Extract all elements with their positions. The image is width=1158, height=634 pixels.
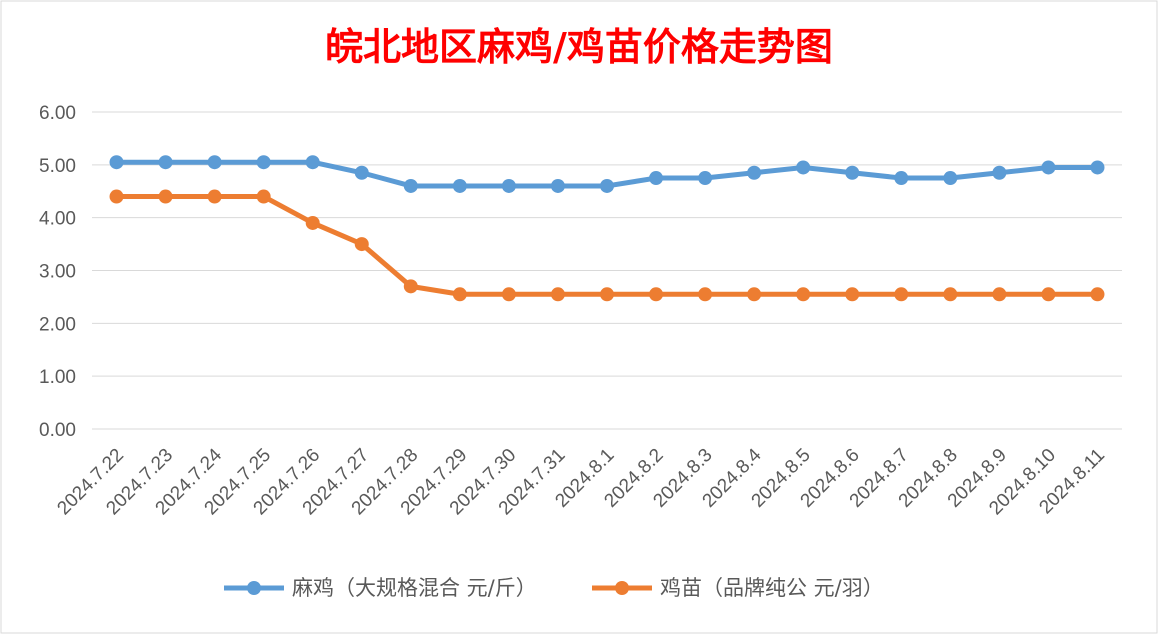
data-point-1 — [501, 287, 516, 302]
data-point-1 — [796, 287, 811, 302]
data-point-0 — [1090, 160, 1105, 175]
data-point-1 — [698, 287, 713, 302]
data-point-0 — [1041, 160, 1056, 175]
data-point-1 — [403, 279, 418, 294]
legend: 麻鸡（大规格混合 元/斤） 鸡苗（品牌纯公 元/羽） — [224, 576, 884, 600]
data-point-0 — [452, 178, 467, 193]
data-point-1 — [550, 287, 565, 302]
data-point-1 — [207, 189, 222, 204]
y-tick-label: 6.00 — [39, 103, 76, 124]
legend-marker-1 — [615, 581, 629, 595]
data-point-0 — [649, 171, 664, 186]
data-point-1 — [894, 287, 909, 302]
data-point-1 — [1041, 287, 1056, 302]
data-point-0 — [600, 178, 614, 193]
y-axis-ticks: 0.00 1.00 2.00 3.00 4.00 5.00 6.00 — [39, 103, 76, 441]
data-point-1 — [747, 287, 762, 302]
chart-title: 皖北地区麻鸡/鸡苗价格走势图 — [325, 24, 833, 69]
data-point-1 — [109, 189, 124, 204]
data-point-0 — [845, 165, 860, 180]
data-point-0 — [354, 165, 369, 180]
y-tick-label: 0.00 — [39, 420, 76, 441]
data-point-1 — [845, 287, 860, 302]
data-point-1 — [1090, 287, 1105, 302]
data-point-0 — [158, 155, 173, 170]
data-point-0 — [207, 155, 222, 170]
legend-label-0: 麻鸡（大规格混合 元/斤） — [292, 576, 537, 600]
data-point-1 — [600, 287, 614, 302]
data-point-0 — [256, 155, 271, 170]
data-point-0 — [403, 178, 418, 193]
data-point-1 — [649, 287, 664, 302]
data-point-0 — [943, 171, 958, 186]
data-point-0 — [992, 165, 1007, 180]
data-point-0 — [698, 171, 713, 186]
data-point-0 — [501, 178, 516, 193]
data-point-1 — [354, 237, 369, 252]
data-point-0 — [550, 178, 565, 193]
y-tick-label: 3.00 — [39, 262, 76, 283]
data-point-1 — [992, 287, 1007, 302]
y-tick-label: 1.00 — [39, 367, 76, 388]
data-point-0 — [109, 155, 124, 170]
data-point-1 — [452, 287, 467, 302]
data-point-0 — [747, 165, 762, 180]
data-point-1 — [305, 215, 320, 230]
y-tick-label: 2.00 — [39, 314, 76, 335]
data-point-0 — [796, 160, 811, 175]
data-point-0 — [894, 171, 909, 186]
series-lines — [109, 155, 1105, 302]
legend-label-1: 鸡苗（品牌纯公 元/羽） — [660, 576, 884, 600]
data-point-1 — [943, 287, 958, 302]
data-point-1 — [256, 189, 271, 204]
data-point-1 — [158, 189, 173, 204]
y-tick-label: 4.00 — [39, 209, 76, 230]
y-tick-label: 5.00 — [39, 156, 76, 177]
data-point-0 — [305, 155, 320, 170]
legend-marker-0 — [247, 581, 261, 595]
